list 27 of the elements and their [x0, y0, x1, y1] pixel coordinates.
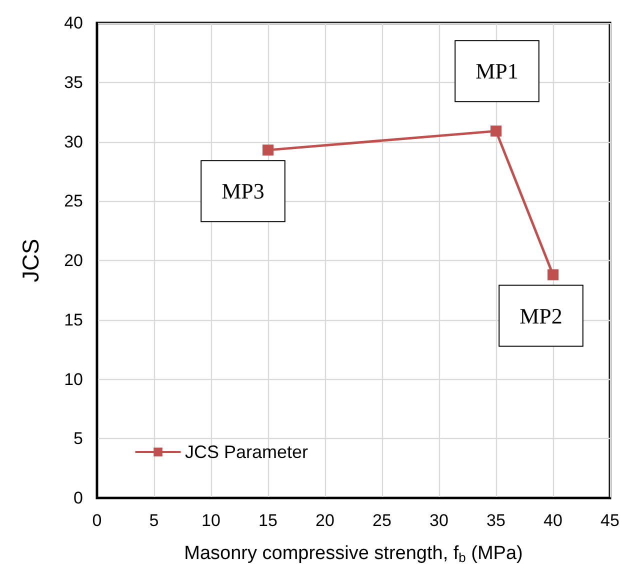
x-tick-label: 35 — [486, 511, 506, 530]
annotation: MP3 — [222, 178, 264, 204]
y-tick-label: 40 — [64, 14, 83, 32]
annotation: MP2 — [520, 303, 562, 328]
x-tick-label: 5 — [149, 511, 159, 530]
x-tick-label: 40 — [544, 511, 562, 530]
y-tick-label: 20 — [64, 251, 83, 270]
x-tick-label: 20 — [316, 511, 334, 530]
y-tick-label: 10 — [64, 370, 83, 389]
x-tick-label: 10 — [202, 511, 220, 530]
x-tick-label: 15 — [258, 511, 278, 530]
y-tick-label: 5 — [74, 429, 83, 448]
point — [262, 144, 274, 156]
y-tick-label: 25 — [64, 192, 83, 211]
y-axis-title: JCS — [18, 238, 44, 282]
legend-label: JCS Parameter — [185, 442, 308, 462]
x-tick-label: 45 — [600, 511, 620, 530]
y-tick-label: 30 — [64, 132, 83, 152]
annotation: MP1 — [476, 58, 518, 84]
y-tick-label: 35 — [64, 72, 83, 92]
point — [548, 269, 558, 280]
y-tick-label: 15 — [64, 310, 83, 330]
y-tick-label: 0 — [74, 488, 83, 508]
x-tick-label: 0 — [92, 511, 102, 530]
x-tick-label: 30 — [430, 511, 448, 530]
point — [490, 126, 502, 137]
x-tick-label: 25 — [372, 511, 392, 530]
